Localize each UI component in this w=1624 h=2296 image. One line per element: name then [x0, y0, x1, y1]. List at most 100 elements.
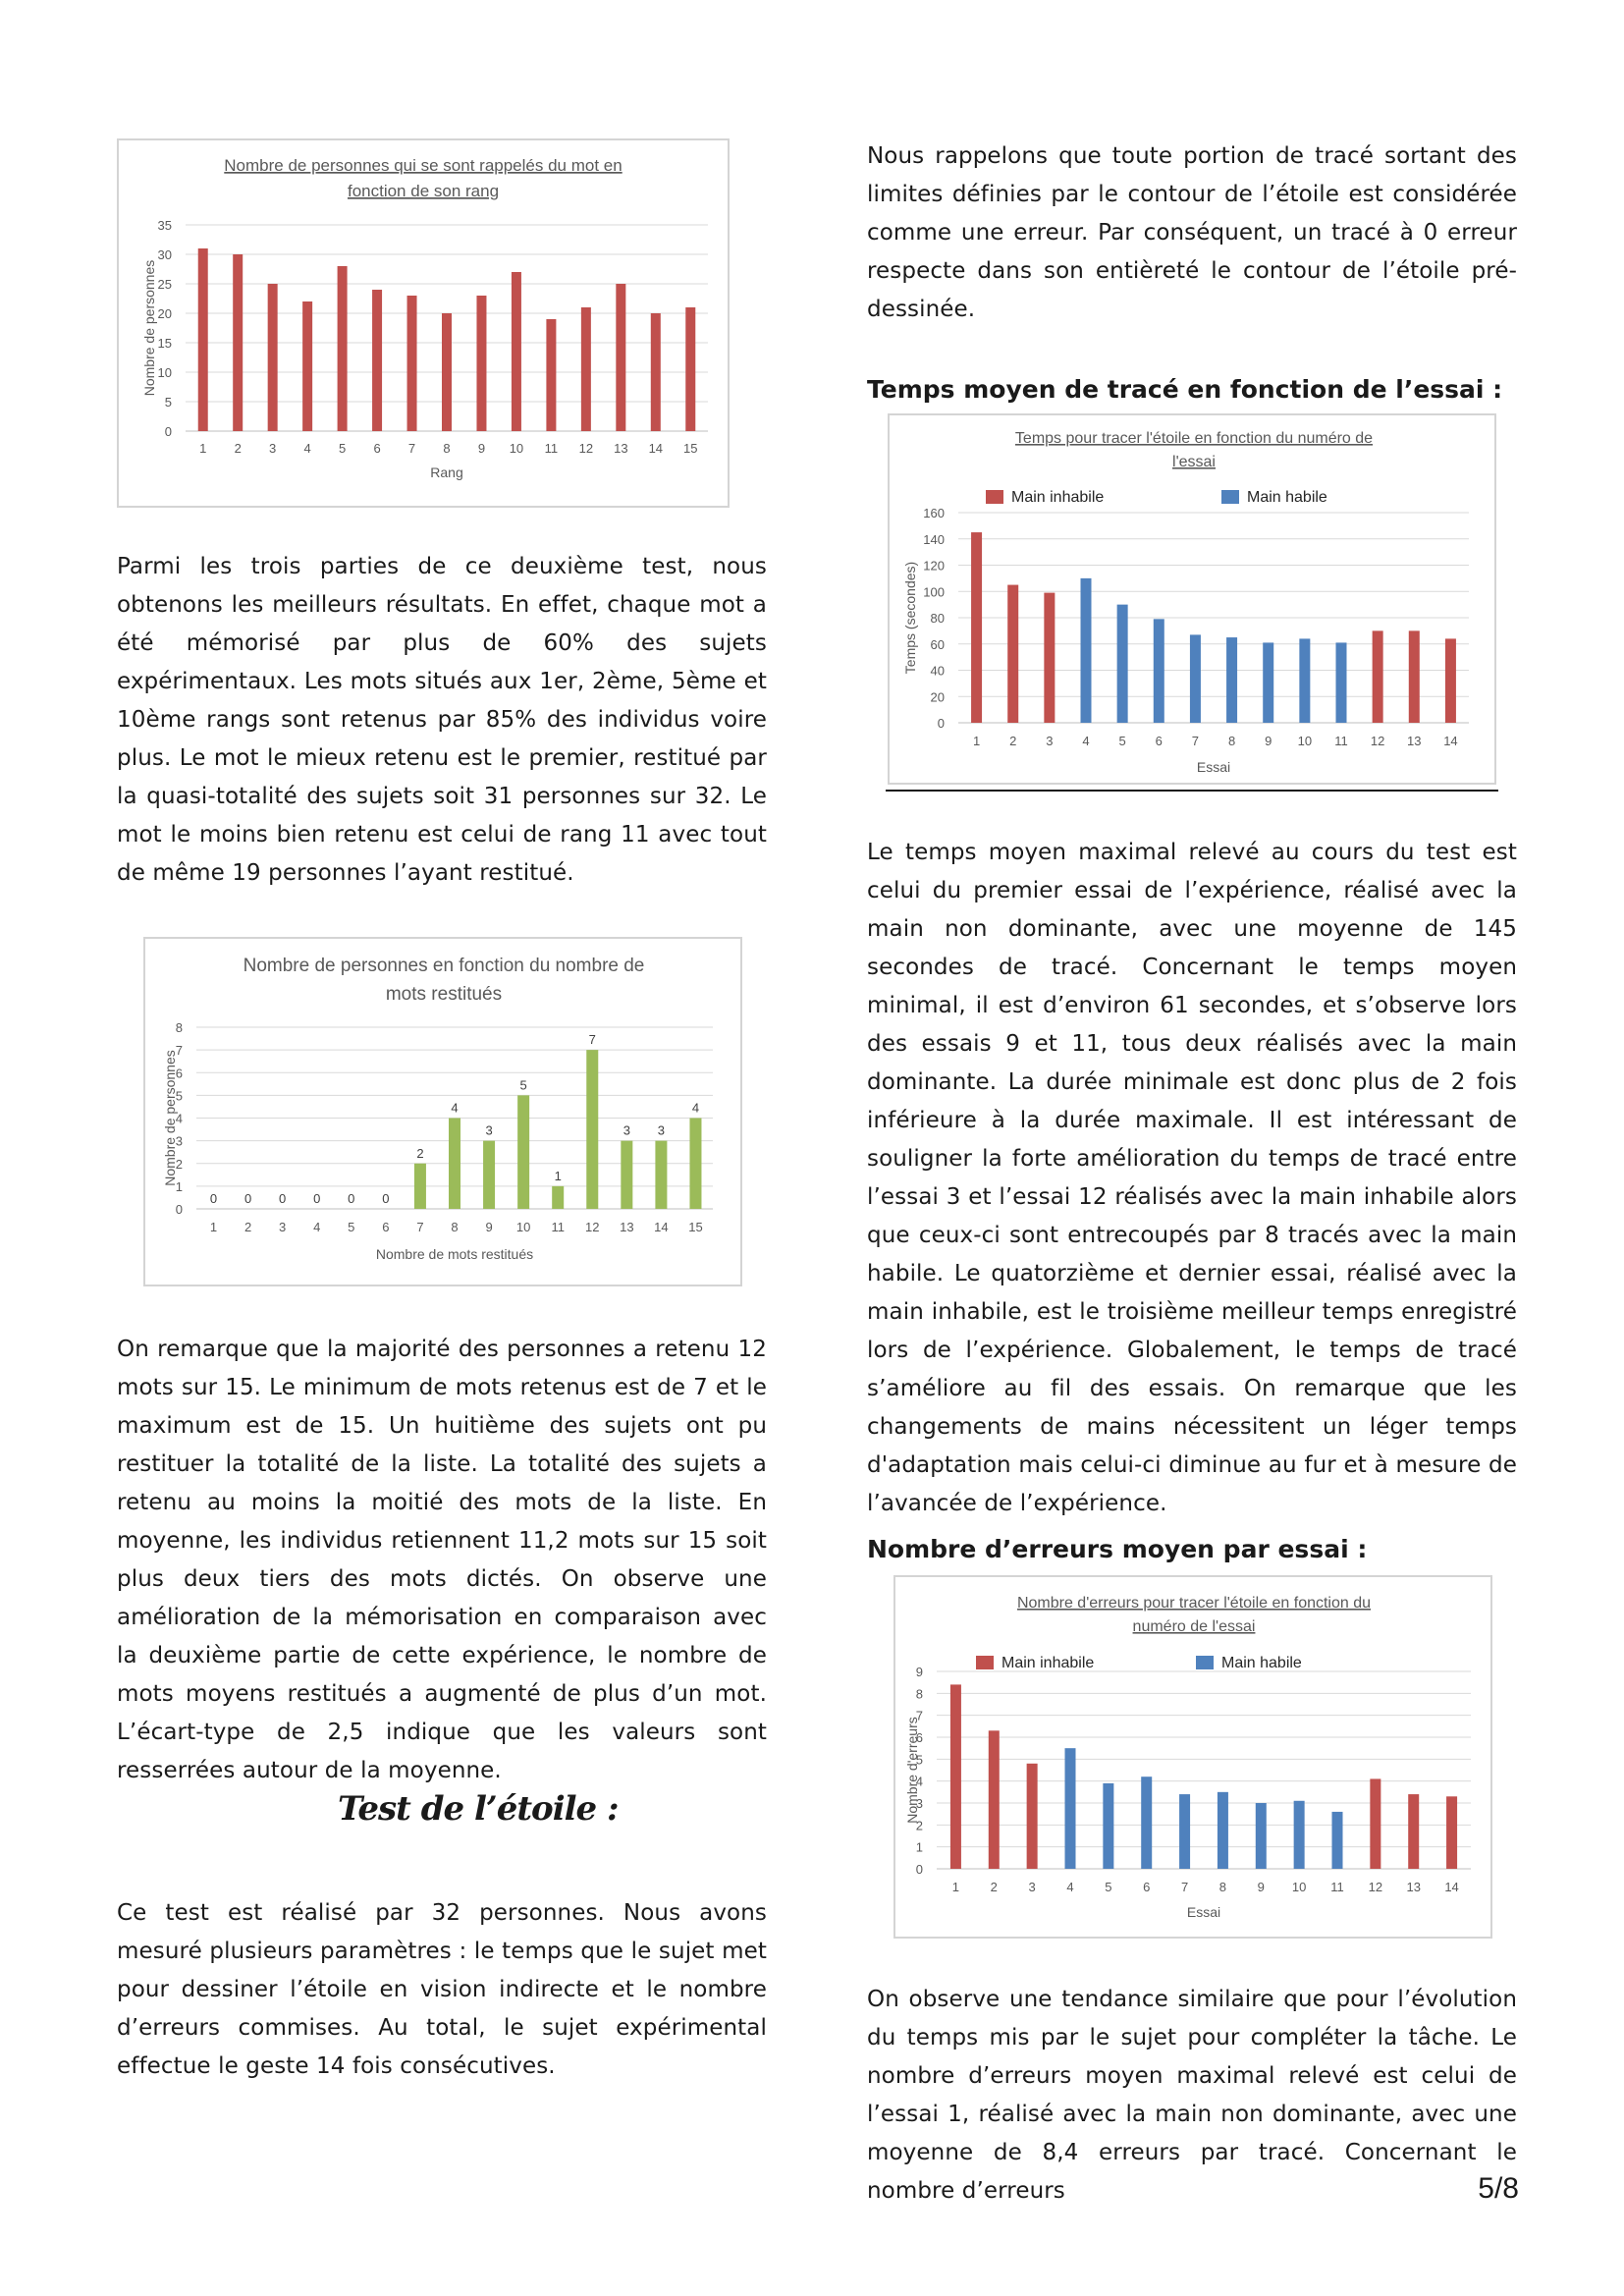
data-label: 2: [416, 1146, 423, 1161]
x-tick-label: 7: [1181, 1880, 1188, 1894]
x-tick-label: 2: [244, 1220, 251, 1234]
x-tick-label: 9: [478, 441, 485, 456]
bar: [1255, 1803, 1267, 1869]
bar: [1217, 1791, 1228, 1869]
legend-swatch: [1221, 490, 1239, 504]
bar: [233, 254, 244, 431]
data-label: 0: [382, 1191, 389, 1206]
x-tick-label: 11: [1330, 1880, 1344, 1894]
bar: [1446, 1796, 1458, 1869]
x-tick-label: 10: [516, 1220, 530, 1234]
chart-title: fonction de son rang: [348, 182, 499, 200]
x-tick-label: 9: [485, 1220, 492, 1234]
paragraph-right-1: Nous rappelons que toute portion de trac…: [867, 143, 1517, 322]
bar: [1331, 1811, 1343, 1869]
bar: [1293, 1800, 1305, 1869]
y-axis-title: Temps (secondes): [902, 562, 918, 674]
x-tick-label: 10: [1292, 1880, 1306, 1894]
bar: [372, 290, 383, 431]
section-title-etoile: Test de l’étoile :: [338, 1789, 620, 1829]
bar: [1179, 1794, 1191, 1869]
bar: [655, 1140, 668, 1209]
chart-temps-underline: [886, 790, 1498, 792]
chart-title: numéro de l'essai: [1133, 1618, 1256, 1635]
x-tick-label: 3: [1029, 1880, 1036, 1894]
bar: [337, 266, 348, 431]
x-tick-label: 11: [545, 441, 559, 456]
y-tick-label: 5: [165, 395, 172, 410]
x-tick-label: 2: [1009, 734, 1016, 748]
x-tick-label: 15: [683, 441, 697, 456]
chart-mots-restitues: Nombre de personnes en fonction du nombr…: [143, 937, 742, 1286]
y-tick-label: 30: [158, 247, 172, 262]
y-tick-label: 0: [176, 1202, 183, 1217]
y-tick-label: 2: [176, 1157, 183, 1172]
y-tick-label: 100: [923, 584, 945, 599]
x-tick-label: 3: [1046, 734, 1053, 748]
x-tick-label: 14: [1444, 1880, 1458, 1894]
bar: [517, 1095, 530, 1209]
bar: [580, 307, 591, 431]
paragraph-left-2: On remarque que la majorité des personne…: [117, 1337, 767, 1783]
y-tick-label: 1: [916, 1840, 923, 1855]
chart-title: l'essai: [1172, 454, 1216, 470]
y-axis-title: Nombre de personnes: [141, 260, 157, 397]
chart-title: Nombre de personnes en fonction du nombr…: [244, 956, 645, 976]
bar: [586, 1050, 599, 1209]
bar: [442, 313, 452, 431]
x-tick-label: 13: [1406, 1880, 1420, 1894]
bar: [650, 313, 661, 431]
x-tick-label: 1: [973, 734, 980, 748]
bar: [988, 1730, 1000, 1869]
x-tick-label: 8: [1228, 734, 1235, 748]
bar: [971, 532, 983, 723]
heading-nombre-erreurs: Nombre d’erreurs moyen par essai :: [867, 1535, 1368, 1563]
bar: [1370, 1778, 1381, 1869]
y-tick-label: 7: [916, 1709, 923, 1723]
y-tick-label: 15: [158, 336, 172, 351]
x-tick-label: 5: [348, 1220, 354, 1234]
x-tick-label: 2: [235, 441, 242, 456]
y-tick-label: 7: [176, 1043, 183, 1058]
legend-swatch: [976, 1656, 994, 1669]
y-tick-label: 3: [916, 1796, 923, 1811]
chart-title: Nombre d'erreurs pour tracer l'étoile en…: [1017, 1595, 1371, 1612]
y-axis-title: Nombre de personnes: [162, 1050, 178, 1186]
y-tick-label: 160: [923, 506, 945, 520]
x-tick-label: 4: [304, 441, 311, 456]
paragraph-right-3: On observe une tendance similaire que po…: [867, 1987, 1517, 2204]
x-tick-label: 14: [649, 441, 663, 456]
x-tick-label: 9: [1258, 1880, 1265, 1894]
data-label: 4: [692, 1101, 699, 1116]
x-tick-label: 9: [1265, 734, 1272, 748]
x-tick-label: 1: [952, 1880, 959, 1894]
x-tick-label: 5: [1119, 734, 1126, 748]
legend-label: Main inhabile: [1011, 489, 1104, 506]
y-tick-label: 0: [165, 424, 172, 439]
chart-temps-essai-svg: Temps pour tracer l'étoile en fonction d…: [902, 430, 1469, 775]
x-tick-label: 8: [443, 441, 450, 456]
y-tick-label: 35: [158, 218, 172, 233]
chart-title: mots restitués: [386, 984, 502, 1005]
x-axis-title: Nombre de mots restitués: [376, 1246, 533, 1262]
bar: [476, 296, 487, 431]
x-tick-label: 14: [1443, 734, 1457, 748]
y-tick-label: 8: [916, 1686, 923, 1701]
chart-rappel-rang-svg: Nombre de personnes qui se sont rappelés…: [141, 156, 708, 480]
y-tick-label: 9: [916, 1665, 923, 1679]
y-tick-label: 8: [176, 1020, 183, 1035]
data-label: 0: [313, 1191, 320, 1206]
bar: [267, 284, 278, 431]
x-tick-label: 12: [585, 1220, 599, 1234]
bar: [449, 1118, 460, 1209]
x-tick-label: 6: [1156, 734, 1163, 748]
chart-title: Nombre de personnes qui se sont rappelés…: [224, 156, 622, 175]
bar: [552, 1185, 565, 1209]
x-tick-label: 4: [313, 1220, 320, 1234]
x-tick-label: 15: [688, 1220, 702, 1234]
data-label: 0: [244, 1191, 251, 1206]
y-tick-label: 5: [176, 1088, 183, 1103]
x-tick-label: 10: [510, 441, 523, 456]
bar: [1044, 592, 1056, 723]
x-tick-label: 5: [339, 441, 346, 456]
